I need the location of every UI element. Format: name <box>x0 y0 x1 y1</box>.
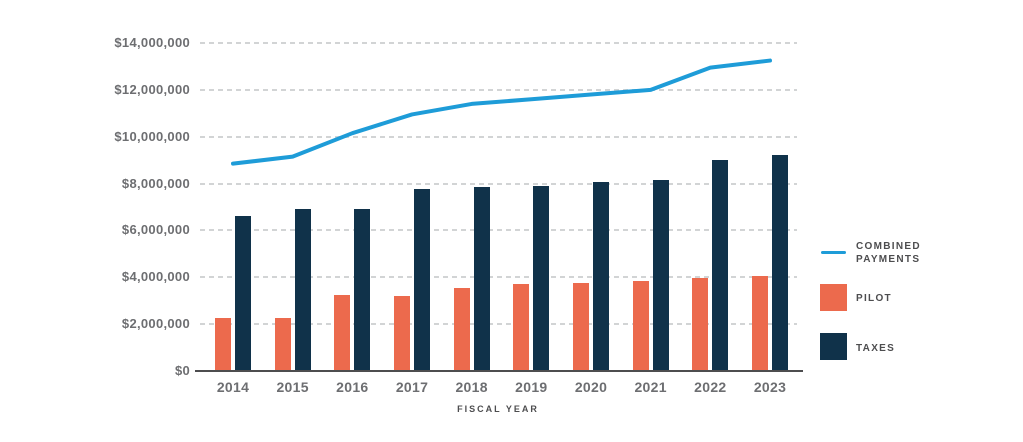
x-axis-title: FISCAL YEAR <box>457 404 539 414</box>
pilot-bar-2022 <box>692 278 709 371</box>
gridline <box>200 88 797 91</box>
y-tick-label: $4,000,000 <box>121 269 190 285</box>
x-tick-label-2020: 2020 <box>574 379 608 395</box>
pilot-bar-2015 <box>274 318 291 371</box>
combined-payments-line-swatch <box>821 251 846 254</box>
gridline <box>200 182 797 185</box>
combined-payments-polyline <box>231 58 772 166</box>
pilot-bar-2023 <box>752 276 768 371</box>
gridline <box>200 135 797 138</box>
pilot-swatch <box>820 284 847 311</box>
y-tick-label: $12,000,000 <box>114 81 190 97</box>
taxes-bar-2019 <box>533 185 550 371</box>
x-tick-label-2022: 2022 <box>694 379 727 395</box>
x-tick-label-2018: 2018 <box>455 379 488 395</box>
legend-label-taxes: TAXES <box>856 343 896 354</box>
pilot-bar-2017 <box>394 296 410 371</box>
taxes-swatch <box>820 333 847 360</box>
pilot-bar-2020 <box>573 283 589 371</box>
taxes-bar-2020 <box>593 182 609 371</box>
gridline <box>200 42 797 44</box>
y-tick-label: $2,000,000 <box>121 316 190 332</box>
plot-area <box>200 42 797 371</box>
x-tick-label-2019: 2019 <box>515 379 548 395</box>
taxes-bar-2018 <box>473 187 490 371</box>
legend-label-pilot: PILOT <box>856 293 892 304</box>
legend-label-combined-payments: COMBINED PAYMENTS <box>856 241 921 265</box>
pilot-bar-2018 <box>453 287 470 371</box>
pilot-bar-2021 <box>632 280 649 371</box>
x-tick-label-2023: 2023 <box>753 379 787 395</box>
taxes-bar-2017 <box>414 189 430 371</box>
taxes-bar-2016 <box>354 209 371 371</box>
taxes-bar-2014 <box>235 216 251 371</box>
gridline <box>200 323 797 326</box>
y-tick-label: $14,000,000 <box>114 35 190 50</box>
taxes-bar-2022 <box>712 160 729 371</box>
x-tick-label-2014: 2014 <box>216 379 250 395</box>
x-tick-label-2016: 2016 <box>336 379 369 395</box>
taxes-bar-2023 <box>772 155 788 371</box>
x-tick-label-2015: 2015 <box>276 379 309 395</box>
x-axis-line <box>195 370 803 372</box>
gridline <box>200 276 797 279</box>
x-tick-label-2021: 2021 <box>634 379 667 395</box>
y-tick-label: $10,000,000 <box>114 128 190 144</box>
x-tick-label-2017: 2017 <box>395 379 429 395</box>
combined-payments-line <box>231 58 772 166</box>
y-tick-label: $6,000,000 <box>121 222 190 238</box>
pilot-bar-2016 <box>334 294 351 371</box>
y-tick-label: $8,000,000 <box>121 175 190 191</box>
pilot-bar-2019 <box>513 284 530 371</box>
y-tick-label: $0 <box>174 363 190 378</box>
gridline <box>200 229 797 232</box>
pilot-bar-2014 <box>215 318 231 371</box>
taxes-bar-2015 <box>294 209 311 371</box>
taxes-bar-2021 <box>652 180 669 371</box>
